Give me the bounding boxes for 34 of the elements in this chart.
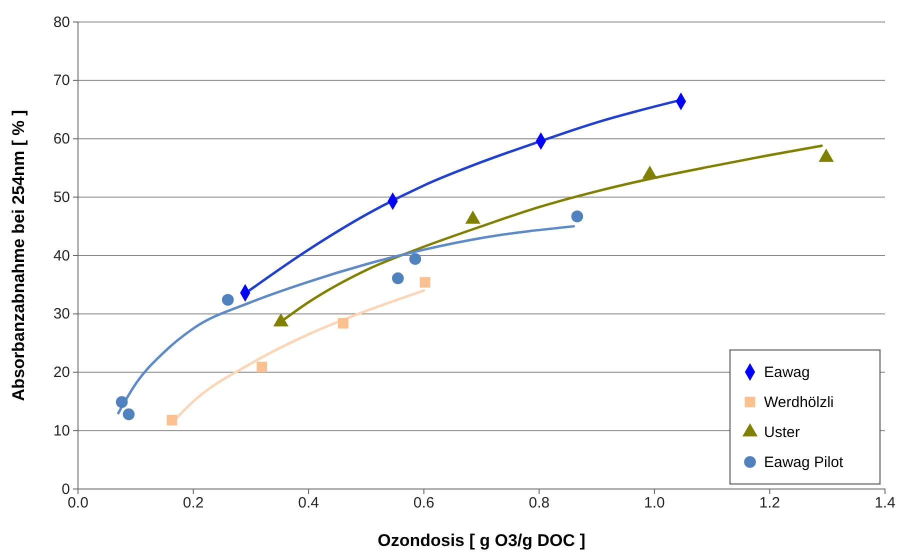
y-tick-label: 40 xyxy=(53,247,70,264)
point xyxy=(116,396,128,408)
legend-label: Werdhölzli xyxy=(764,394,834,411)
point xyxy=(122,408,135,420)
x-tick-label: 0.0 xyxy=(68,494,88,512)
point xyxy=(222,294,234,306)
point xyxy=(256,362,268,372)
point xyxy=(571,210,584,222)
x-axis-title: Ozondosis [ g O3/g DOC ] xyxy=(378,531,586,550)
x-tick-label: 1.4 xyxy=(874,494,896,512)
y-tick-label: 70 xyxy=(53,72,70,90)
point xyxy=(338,318,348,328)
x-tick-label: 1.0 xyxy=(644,494,665,512)
legend-label: Uster xyxy=(764,424,800,441)
x-tick-label: 0.4 xyxy=(298,494,319,512)
y-tick-label: 50 xyxy=(53,188,70,206)
legend-label: Eawag Pilot xyxy=(764,454,844,471)
x-tick-label: 0.6 xyxy=(413,494,434,512)
legend-label: Eawag xyxy=(764,364,810,381)
x-tick-label: 0.8 xyxy=(528,494,550,512)
x-tick-label: 1.2 xyxy=(759,494,780,512)
point xyxy=(409,253,422,265)
y-tick-label: 20 xyxy=(53,364,70,382)
y-tick-label: 10 xyxy=(53,422,70,440)
line-series xyxy=(117,225,575,414)
x-tick-label: 0.2 xyxy=(182,494,204,512)
y-tick-label: 30 xyxy=(53,306,70,323)
y-tick-label: 80 xyxy=(53,14,70,31)
point xyxy=(392,272,404,284)
y-tick-label: 60 xyxy=(53,130,70,148)
point xyxy=(166,414,178,426)
point xyxy=(420,277,430,288)
y-axis-title: Absorbanzabnahme bei 254nm [ % ] xyxy=(9,110,28,401)
y-tick-label: 0 xyxy=(62,480,70,498)
